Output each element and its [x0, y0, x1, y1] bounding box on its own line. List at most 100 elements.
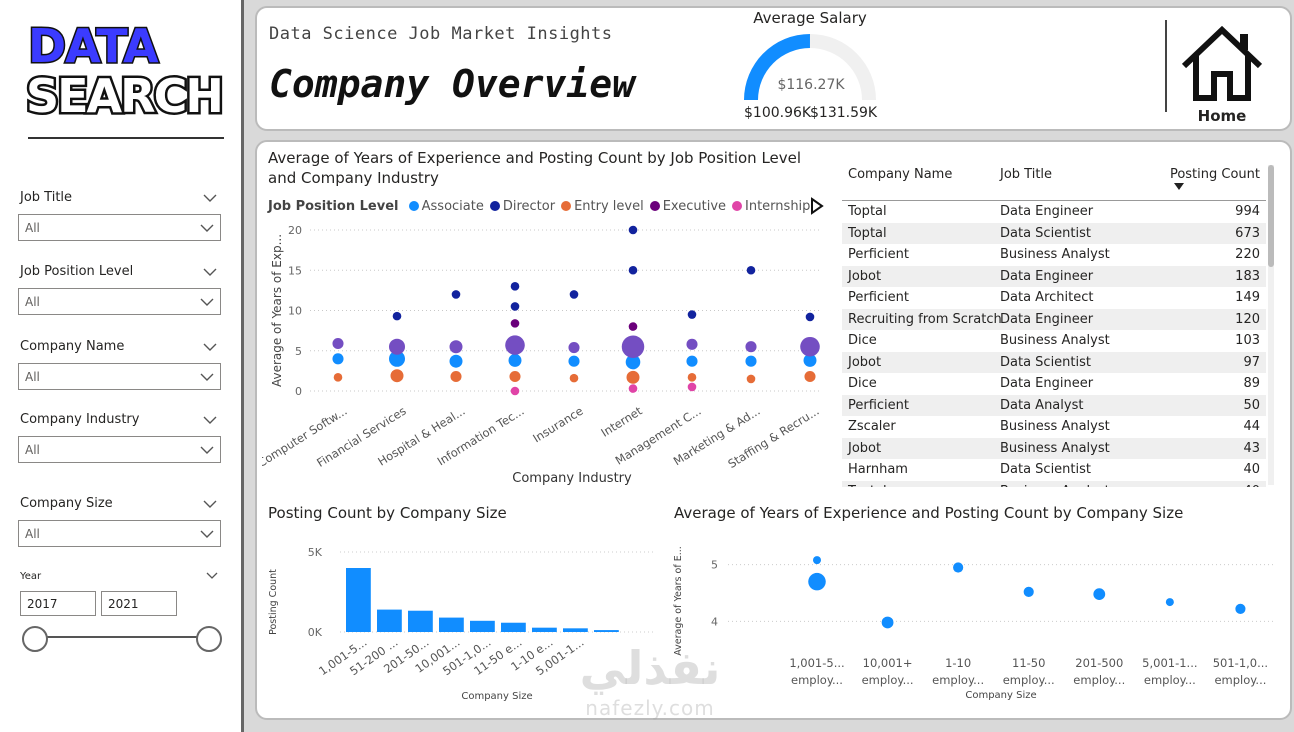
company-size-dropdown[interactable]: All — [18, 520, 221, 547]
company-industry-dropdown[interactable]: All — [18, 436, 221, 463]
table-row[interactable]: Zscaler Business Analyst 44 — [842, 416, 1266, 438]
column-header-company[interactable]: Company Name — [848, 167, 953, 182]
year-slider-end-handle[interactable] — [196, 626, 222, 652]
chevron-down-icon[interactable] — [203, 342, 217, 352]
scatter-point[interactable] — [1093, 588, 1106, 601]
scatter-point[interactable] — [510, 319, 520, 328]
bar[interactable] — [377, 609, 402, 632]
bar[interactable] — [439, 617, 464, 632]
scatter-point[interactable] — [388, 338, 406, 355]
scatter-point[interactable] — [510, 302, 520, 311]
scatter-point[interactable] — [508, 353, 522, 367]
year-slider-start-handle[interactable] — [22, 626, 48, 652]
scatter-point[interactable] — [625, 354, 641, 370]
company-name-dropdown[interactable]: All — [18, 363, 221, 390]
table-row[interactable]: Toptal Data Engineer 994 — [842, 201, 1266, 223]
home-button[interactable]: Home — [1176, 20, 1268, 128]
bar[interactable] — [408, 610, 433, 632]
job-position-level-dropdown[interactable]: All — [18, 288, 221, 315]
chevron-down-icon[interactable] — [203, 267, 217, 277]
scatter-point[interactable] — [621, 335, 645, 358]
scatter-point[interactable] — [803, 353, 817, 367]
scatter-point[interactable] — [805, 312, 815, 322]
scatter-point[interactable] — [813, 556, 821, 565]
scatter-point[interactable] — [628, 384, 638, 393]
scatter-point[interactable] — [881, 616, 894, 629]
bar[interactable] — [594, 630, 619, 632]
scatter-point[interactable] — [628, 265, 638, 275]
legend-item-executive[interactable]: Executive — [649, 199, 726, 214]
scatter-point[interactable] — [686, 338, 698, 350]
bar[interactable] — [563, 628, 588, 632]
scatter-point[interactable] — [745, 355, 757, 367]
scatter-point[interactable] — [392, 311, 402, 321]
scatter-point[interactable] — [450, 370, 462, 383]
year-to-input[interactable]: 2021 — [101, 591, 177, 616]
scrollbar-thumb[interactable] — [1268, 165, 1274, 267]
bar[interactable] — [501, 622, 526, 632]
table-row[interactable]: Dice Business Analyst 103 — [842, 330, 1266, 352]
table-row[interactable]: Perficient Business Analyst 220 — [842, 244, 1266, 266]
scatter-point[interactable] — [451, 290, 461, 299]
scatter-point[interactable] — [449, 354, 463, 368]
scatter-point[interactable] — [510, 386, 520, 396]
scatter-point[interactable] — [569, 373, 579, 383]
scatter-point[interactable] — [628, 225, 638, 235]
year-slider-track[interactable] — [35, 636, 209, 638]
scatter-point[interactable] — [687, 310, 697, 319]
chevron-down-icon[interactable] — [203, 193, 217, 203]
scatter-point[interactable] — [808, 572, 826, 591]
table-row[interactable]: Toptal Business Analyst 40 — [842, 480, 1266, 487]
scatter-point[interactable] — [1165, 598, 1174, 607]
legend-item-director[interactable]: Director — [489, 199, 555, 214]
table-row[interactable]: Jobot Business Analyst 43 — [842, 437, 1266, 459]
year-from-input[interactable]: 2017 — [20, 591, 96, 616]
scatter-point[interactable] — [1023, 586, 1034, 597]
table-row[interactable]: Jobot Data Scientist 97 — [842, 351, 1266, 373]
scatter-point[interactable] — [509, 370, 521, 383]
scatter-point[interactable] — [332, 353, 344, 365]
column-header-job-title[interactable]: Job Title — [1000, 167, 1053, 182]
legend-item-internship[interactable]: Internship — [732, 199, 810, 214]
scatter-point[interactable] — [390, 369, 404, 383]
scatter-point[interactable] — [746, 265, 756, 275]
scatter-point[interactable] — [687, 382, 697, 392]
scatter-point[interactable] — [687, 373, 697, 382]
company-postings-table[interactable]: Company Name Job Title Posting Count Top… — [842, 163, 1266, 487]
scatter-point[interactable] — [388, 350, 406, 367]
scatter-point[interactable] — [449, 340, 463, 354]
scatter-point[interactable] — [568, 341, 580, 354]
scatter-point[interactable] — [505, 335, 525, 355]
scatter-point[interactable] — [1235, 603, 1246, 614]
bar[interactable] — [532, 627, 557, 632]
table-row[interactable]: Perficient Data Architect 149 — [842, 287, 1266, 309]
scatter-point[interactable] — [568, 355, 580, 367]
scatter-point[interactable] — [569, 290, 579, 299]
table-row[interactable]: Recruiting from Scratch Data Engineer 120 — [842, 308, 1266, 330]
scatter-point[interactable] — [745, 341, 757, 353]
chevron-down-icon[interactable] — [206, 572, 218, 580]
legend-item-associate[interactable]: Associate — [408, 199, 484, 214]
table-scrollbar[interactable] — [1268, 165, 1274, 485]
table-row[interactable]: Toptal Data Scientist 673 — [842, 222, 1266, 244]
scatter-point[interactable] — [746, 374, 756, 384]
play-axis-icon[interactable] — [810, 197, 824, 215]
scatter-point[interactable] — [332, 337, 344, 350]
table-row[interactable]: Dice Data Engineer 89 — [842, 373, 1266, 395]
chevron-down-icon[interactable] — [203, 415, 217, 425]
bar[interactable] — [346, 568, 371, 632]
table-row[interactable]: Harnham Data Scientist 40 — [842, 459, 1266, 481]
scatter-point[interactable] — [953, 562, 964, 573]
bar[interactable] — [470, 620, 495, 632]
scatter-point[interactable] — [628, 322, 638, 331]
table-row[interactable]: Jobot Data Engineer 183 — [842, 265, 1266, 287]
scatter-point[interactable] — [333, 373, 343, 382]
scatter-point[interactable] — [626, 370, 640, 384]
scatter-point[interactable] — [510, 282, 520, 291]
scatter-point[interactable] — [804, 370, 816, 383]
chevron-down-icon[interactable] — [203, 499, 217, 509]
scatter-point[interactable] — [686, 355, 698, 367]
table-row[interactable]: Perficient Data Analyst 50 — [842, 394, 1266, 416]
job-title-dropdown[interactable]: All — [18, 214, 221, 241]
scatter-point[interactable] — [800, 336, 820, 357]
